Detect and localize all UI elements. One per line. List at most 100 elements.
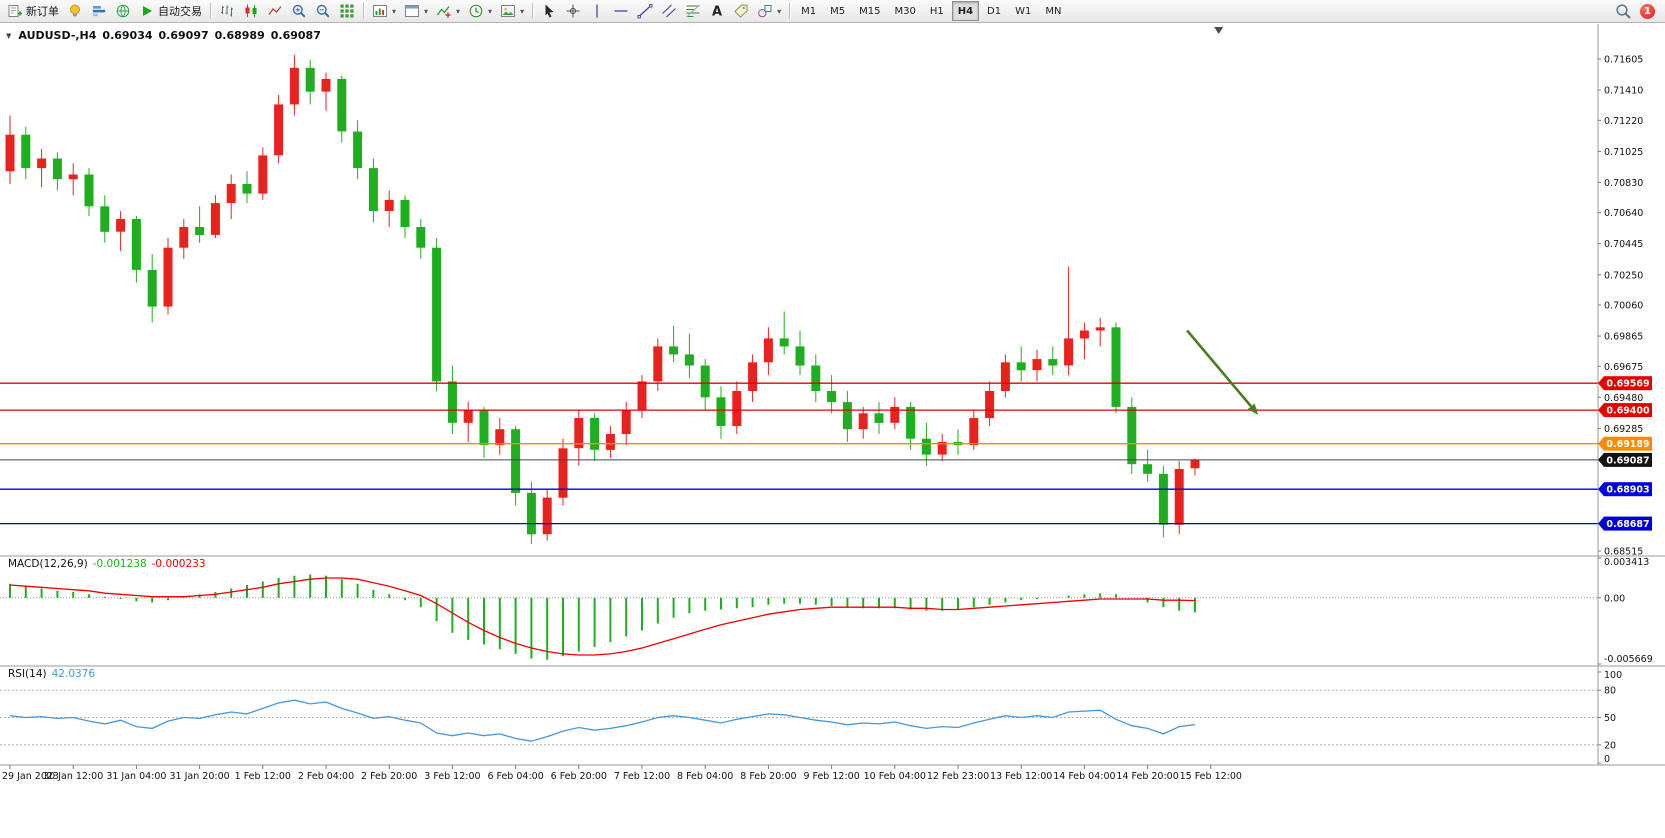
svg-text:0.71410: 0.71410: [1604, 86, 1643, 97]
zoom-in-button[interactable]: [287, 0, 311, 22]
text-icon: A: [709, 3, 725, 20]
channel-icon: [661, 3, 677, 19]
indicators-button[interactable]: ▾: [432, 0, 464, 22]
svg-text:30 Jan 12:00: 30 Jan 12:00: [43, 771, 103, 782]
candlestick-chart-button[interactable]: [239, 0, 263, 22]
chart-plot[interactable]: 0.71605 0.71410 0.71220 0.71025 0.70830 0.706…: [0, 24, 1665, 838]
zoomout-icon: [315, 3, 331, 19]
price-tag-0.69189: 0.69189: [1598, 436, 1652, 451]
timeframe-m1[interactable]: M1: [801, 5, 817, 17]
zoom-out-button[interactable]: [311, 0, 335, 22]
svg-text:0.69400: 0.69400: [1606, 406, 1650, 417]
timeframe-h4[interactable]: H4: [951, 1, 980, 21]
clock-icon: [468, 3, 484, 19]
linechart-icon: [267, 3, 283, 19]
trendline-button[interactable]: [633, 0, 657, 22]
channel-button[interactable]: [657, 0, 681, 22]
macd-scale[interactable]: 0.003413 0.00 -0.005669: [1598, 557, 1653, 665]
svg-text:0.71220: 0.71220: [1604, 116, 1643, 127]
depth-icon: [91, 3, 107, 19]
svg-text:0.71605: 0.71605: [1604, 55, 1643, 66]
vertical-line-button[interactable]: [585, 0, 609, 22]
svg-text:29 Jan 2023: 29 Jan 2023: [2, 771, 59, 782]
line-chart-button[interactable]: [263, 0, 287, 22]
vline-icon: [589, 3, 605, 19]
svg-text:0.71025: 0.71025: [1604, 147, 1643, 158]
search-icon[interactable]: [1615, 3, 1631, 19]
profiles-button[interactable]: ▾: [400, 0, 432, 22]
fibo-icon: [685, 3, 701, 19]
notification-badge[interactable]: 1: [1640, 3, 1655, 19]
svg-text:0: 0: [1604, 754, 1610, 765]
macd-panel: [0, 574, 1598, 660]
templates-button[interactable]: ▾: [496, 0, 528, 22]
timeframe-m5[interactable]: M5: [830, 5, 846, 17]
auto-trading-button-label: 自动交易: [158, 5, 202, 18]
svg-text:100: 100: [1604, 670, 1622, 681]
toolbar-items: 新订单 自动交易 ▾ ▾ ▾ ▾ ▾ A ▾ M1 M5 M15 M30 H1 H4 D1 W1 MN: [3, 0, 1068, 22]
lamp-icon: [67, 3, 83, 19]
candles: [5, 55, 1200, 544]
cursor-button[interactable]: [537, 0, 561, 22]
new-chart-button[interactable]: ▾: [368, 0, 400, 22]
chevron-down-icon: ▾: [777, 6, 782, 16]
community-button[interactable]: [111, 0, 135, 22]
algo-lamp-button[interactable]: [63, 0, 87, 22]
svg-text:-0.005669: -0.005669: [1604, 654, 1653, 665]
shapes-button[interactable]: ▾: [753, 0, 785, 22]
bar-chart-button[interactable]: [215, 0, 239, 22]
timeframe-d1[interactable]: D1: [987, 5, 1002, 17]
svg-text:6 Feb 20:00: 6 Feb 20:00: [551, 771, 607, 782]
macd-name: MACD(12,26,9): [8, 558, 88, 570]
price-tag-0.69400: 0.69400: [1598, 403, 1652, 418]
ohlc-icon: [219, 3, 235, 19]
svg-text:31 Jan 20:00: 31 Jan 20:00: [170, 771, 230, 782]
chart-area[interactable]: 0.71605 0.71410 0.71220 0.71025 0.70830 0.706…: [0, 24, 1665, 838]
arrows-button[interactable]: [729, 0, 753, 22]
svg-text:80: 80: [1604, 686, 1616, 697]
horizontal-line-button[interactable]: [609, 0, 633, 22]
toolbar-separator: [363, 3, 364, 19]
svg-text:31 Jan 04:00: 31 Jan 04:00: [106, 771, 166, 782]
one-click-trading-toggle[interactable]: ▼: [6, 31, 12, 40]
neworder-icon: [7, 3, 23, 19]
macd-value-signal: -0.000233: [151, 558, 206, 570]
new-order-button[interactable]: 新订单: [3, 0, 63, 22]
chart-shift-marker[interactable]: [1214, 27, 1224, 34]
timeframe-w1[interactable]: W1: [1015, 5, 1032, 17]
svg-text:20: 20: [1604, 740, 1616, 751]
svg-text:7 Feb 12:00: 7 Feb 12:00: [614, 771, 670, 782]
crosshair-icon: [565, 3, 581, 19]
periods-button[interactable]: ▾: [464, 0, 496, 22]
rsi-panel: [0, 689, 1598, 746]
chevron-down-icon: ▾: [520, 6, 525, 16]
toolbar-separator: [789, 3, 791, 19]
label-icon: [733, 3, 749, 19]
chevron-down-icon: ▾: [456, 6, 461, 16]
svg-text:12 Feb 23:00: 12 Feb 23:00: [927, 771, 989, 782]
low-value: 0.68989: [214, 29, 265, 42]
svg-text:0.003413: 0.003413: [1604, 557, 1649, 568]
timeframe-mn[interactable]: MN: [1045, 5, 1062, 17]
text-button[interactable]: A: [705, 0, 729, 22]
trend-arrow-annotation[interactable]: [1186, 329, 1259, 415]
price-tag-0.69087: 0.69087: [1598, 452, 1652, 467]
svg-text:0.70830: 0.70830: [1604, 178, 1643, 189]
globe-icon: [115, 3, 131, 19]
crosshair-button[interactable]: [561, 0, 585, 22]
auto-trading-button[interactable]: 自动交易: [135, 0, 206, 22]
timeframe-m15[interactable]: M15: [859, 5, 881, 17]
svg-text:15 Feb 12:00: 15 Feb 12:00: [1180, 771, 1242, 782]
svg-text:0.00: 0.00: [1604, 593, 1625, 604]
price-tag-0.69569: 0.69569: [1598, 376, 1652, 391]
tile-windows-button[interactable]: [335, 0, 359, 22]
price-scale[interactable]: 0.71605 0.71410 0.71220 0.71025 0.70830 0.706…: [1598, 55, 1643, 558]
rsi-value: 42.0376: [51, 668, 96, 680]
rsi-label: RSI(14) 42.0376: [8, 668, 95, 680]
fibonacci-button[interactable]: [681, 0, 705, 22]
depth-of-market-button[interactable]: [87, 0, 111, 22]
timeframe-h1[interactable]: H1: [929, 5, 944, 17]
timeframe-m30[interactable]: M30: [894, 5, 916, 17]
rsi-scale[interactable]: 100 80 50 20 0: [1598, 670, 1622, 765]
